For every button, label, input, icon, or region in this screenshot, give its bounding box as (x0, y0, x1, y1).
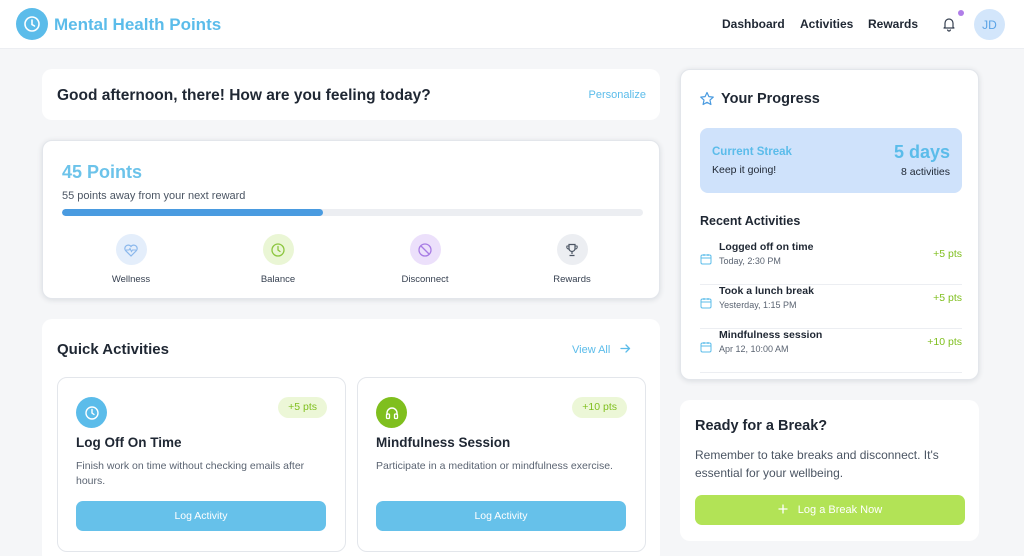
log-activity-button[interactable]: Log Activity (76, 501, 326, 531)
log-break-label: Log a Break Now (797, 504, 883, 516)
recent-activity-row: Logged off on time Today, 2:30 PM +5 pts (700, 241, 962, 285)
recent-activity-name: Logged off on time (719, 241, 814, 253)
greeting-text: Good afternoon, there! How are you feeli… (57, 87, 431, 104)
nav-dashboard[interactable]: Dashboard (722, 17, 785, 31)
category-balance[interactable]: Balance (228, 234, 328, 285)
points-progress-bar (62, 209, 643, 216)
avatar[interactable]: JD (974, 9, 1005, 40)
recent-activity-points: +10 pts (927, 336, 962, 348)
recent-activity-time: Apr 12, 10:00 AM (719, 344, 789, 354)
activity-card-mindfulness: +10 pts Mindfulness Session Participate … (357, 377, 646, 552)
activity-name: Log Off On Time (76, 435, 182, 450)
progress-title: Your Progress (721, 91, 820, 107)
log-break-button[interactable]: Log a Break Now (695, 495, 965, 525)
recent-activity-row: Mindfulness session Apr 12, 10:00 AM +10… (700, 329, 962, 373)
points-progress-fill (62, 209, 324, 216)
category-label: Rewards (553, 274, 591, 285)
clock-icon (76, 397, 107, 428)
logo-clock-icon[interactable] (16, 8, 48, 40)
view-all-link[interactable]: View All (572, 343, 631, 357)
category-wellness[interactable]: Wellness (81, 234, 181, 285)
points-total: 45 Points (62, 162, 143, 182)
points-subtitle: 55 points away from your next reward (62, 190, 246, 202)
headphones-icon (376, 397, 407, 428)
activity-name: Mindfulness Session (376, 435, 511, 450)
notification-dot (958, 10, 964, 16)
category-label: Disconnect (401, 274, 449, 285)
break-title: Ready for a Break? (695, 418, 828, 434)
points-badge: +10 pts (572, 397, 627, 418)
break-description: Remember to take breaks and disconnect. … (695, 448, 939, 480)
app-title[interactable]: Mental Health Points (54, 15, 222, 34)
category-label: Balance (260, 274, 296, 285)
category-rewards[interactable]: Rewards (522, 234, 622, 285)
log-activity-button[interactable]: Log Activity (376, 501, 626, 531)
bell-icon[interactable] (941, 16, 957, 32)
no-connection-icon (409, 234, 441, 265)
category-label: Wellness (111, 274, 151, 285)
recent-activity-time: Today, 2:30 PM (719, 256, 781, 266)
break-card: Ready for a Break? Remember to take brea… (680, 400, 979, 541)
calendar-icon (700, 252, 712, 265)
points-card: 45 Points 55 points away from your next … (42, 140, 660, 299)
streak-activity-count: 8 activities (900, 166, 950, 178)
points-badge: +5 pts (278, 397, 327, 418)
heart-pulse-icon (115, 234, 147, 265)
calendar-icon (700, 340, 712, 353)
nav-activities[interactable]: Activities (800, 17, 854, 31)
recent-activity-row: Took a lunch break Yesterday, 1:15 PM +5… (700, 285, 962, 329)
streak-days: 5 days (893, 142, 950, 162)
progress-card: Your Progress Current Streak Keep it goi… (680, 69, 979, 380)
quick-activities-card: Quick Activities View All +5 pts Log Off… (42, 319, 660, 556)
trophy-icon (556, 234, 588, 265)
category-disconnect[interactable]: Disconnect (375, 234, 475, 285)
calendar-icon (700, 296, 712, 309)
view-all-label: View All (572, 344, 611, 356)
recent-activity-points: +5 pts (933, 248, 962, 260)
activity-description: Participate in a meditation or mindfulne… (376, 460, 613, 472)
arrow-right-icon (620, 343, 631, 357)
clock-icon (262, 234, 294, 265)
streak-box: Current Streak Keep it going! 5 days 8 a… (700, 128, 962, 193)
star-icon (699, 91, 715, 112)
recent-activity-time: Yesterday, 1:15 PM (719, 300, 797, 310)
personalize-link[interactable]: Personalize (588, 89, 646, 101)
recent-activity-name: Mindfulness session (719, 329, 823, 341)
recent-activity-points: +5 pts (933, 292, 962, 304)
recent-activities-title: Recent Activities (700, 214, 801, 228)
plus-icon (778, 503, 788, 517)
recent-activity-name: Took a lunch break (719, 285, 814, 297)
activity-description: Finish work on time without checking ema… (76, 460, 305, 487)
activity-card-log-off: +5 pts Log Off On Time Finish work on ti… (57, 377, 346, 552)
nav-rewards[interactable]: Rewards (868, 17, 919, 31)
greeting-card: Good afternoon, there! How are you feeli… (42, 69, 660, 120)
streak-note: Keep it going! (712, 164, 777, 176)
streak-label: Current Streak (712, 146, 792, 158)
quick-activities-title: Quick Activities (57, 341, 169, 358)
top-navbar: Mental Health Points Dashboard Activitie… (0, 0, 1024, 49)
